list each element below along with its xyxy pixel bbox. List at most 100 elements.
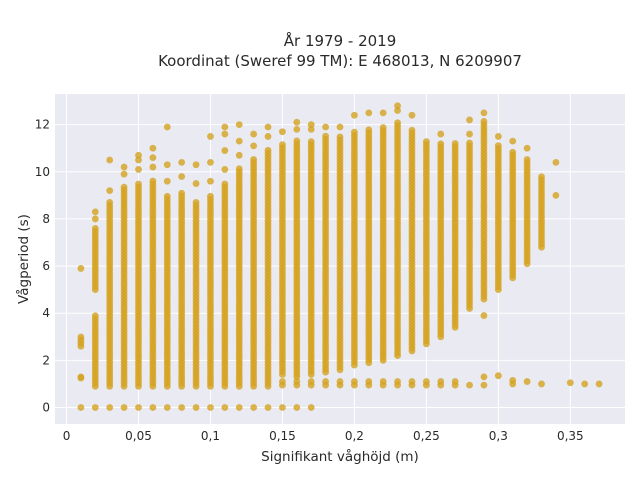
data-point (552, 158, 560, 166)
data-point (523, 156, 531, 163)
data-point (77, 333, 85, 341)
data-point (221, 166, 229, 173)
data-point (163, 123, 171, 131)
data-point (192, 161, 200, 169)
data-point (250, 156, 258, 163)
data-point (221, 404, 229, 411)
data-point (106, 404, 114, 411)
data-point (307, 404, 315, 411)
data-point (149, 404, 157, 411)
data-point (350, 378, 358, 385)
data-point (91, 224, 99, 232)
data-point (307, 125, 315, 133)
data-point (221, 123, 229, 131)
data-point (77, 373, 85, 381)
x-axis-label: Signifikant våghöjd (m) (261, 448, 419, 465)
y-tick-label: 4 (42, 306, 50, 320)
data-point (336, 133, 344, 141)
data-point (466, 139, 473, 147)
data-point (135, 151, 142, 159)
data-point (538, 380, 545, 388)
data-point (120, 163, 128, 171)
data-point (437, 378, 445, 385)
data-point (509, 148, 517, 156)
data-point (422, 378, 430, 385)
data-point (192, 199, 200, 206)
data-point (264, 133, 272, 140)
data-point (523, 144, 531, 152)
data-point (178, 404, 186, 411)
data-point (408, 111, 416, 119)
data-point (566, 379, 574, 387)
data-point (523, 378, 531, 385)
data-point (163, 404, 171, 411)
data-point (149, 163, 157, 171)
x-tick-label: 0,15 (269, 429, 296, 443)
data-point (480, 381, 488, 389)
data-point (207, 177, 214, 185)
data-point (192, 404, 200, 411)
data-point (293, 118, 301, 126)
data-point (350, 128, 358, 136)
data-point (221, 180, 229, 188)
data-point (178, 189, 186, 197)
y-axis-label: Vågperiod (s) (15, 214, 32, 304)
data-point (221, 130, 229, 138)
data-point (178, 173, 186, 180)
data-point (135, 180, 142, 188)
data-point (365, 126, 373, 134)
data-point (480, 117, 488, 125)
data-point (293, 404, 301, 411)
data-point (207, 192, 214, 200)
data-point (552, 191, 560, 199)
data-point (77, 265, 85, 272)
x-tick-label: 0,1 (201, 429, 220, 443)
data-point (509, 376, 517, 384)
data-point (322, 123, 330, 131)
data-point (451, 378, 459, 385)
data-point (350, 111, 358, 119)
data-point (207, 158, 214, 166)
chart-title: År 1979 - 2019 (284, 31, 397, 50)
data-point (538, 173, 545, 181)
data-point (480, 312, 488, 319)
x-tick-label: 0 (63, 429, 71, 443)
data-point (279, 141, 286, 149)
data-point (365, 378, 373, 385)
y-tick-label: 8 (42, 212, 50, 226)
data-point (106, 156, 114, 164)
data-point (91, 312, 99, 320)
data-point (379, 109, 387, 117)
x-tick-label: 0,05 (125, 429, 152, 443)
data-point (336, 378, 344, 385)
x-tick-label: 0,3 (489, 429, 508, 443)
data-point (595, 380, 603, 388)
data-point (279, 404, 286, 411)
data-point (451, 140, 459, 147)
data-point (322, 378, 330, 385)
data-point (509, 137, 517, 145)
data-point (235, 151, 243, 159)
data-point (264, 146, 272, 154)
data-point (480, 109, 488, 117)
data-point (466, 130, 473, 138)
data-point (77, 404, 85, 411)
data-point (307, 138, 315, 146)
data-point (494, 142, 502, 150)
data-point (163, 161, 171, 169)
data-point (394, 102, 401, 110)
chart-subtitle: Koordinat (Sweref 99 TM): E 468013, N 62… (158, 52, 522, 70)
data-point (307, 378, 315, 385)
data-point (336, 123, 344, 131)
data-point (394, 107, 401, 114)
data-point (365, 109, 373, 117)
data-point (379, 124, 387, 131)
y-tick-label: 6 (42, 259, 50, 273)
data-point (135, 404, 142, 411)
data-point (293, 137, 301, 145)
data-point (163, 192, 171, 200)
data-point (149, 154, 157, 162)
data-point (163, 177, 171, 185)
data-point (106, 187, 114, 195)
